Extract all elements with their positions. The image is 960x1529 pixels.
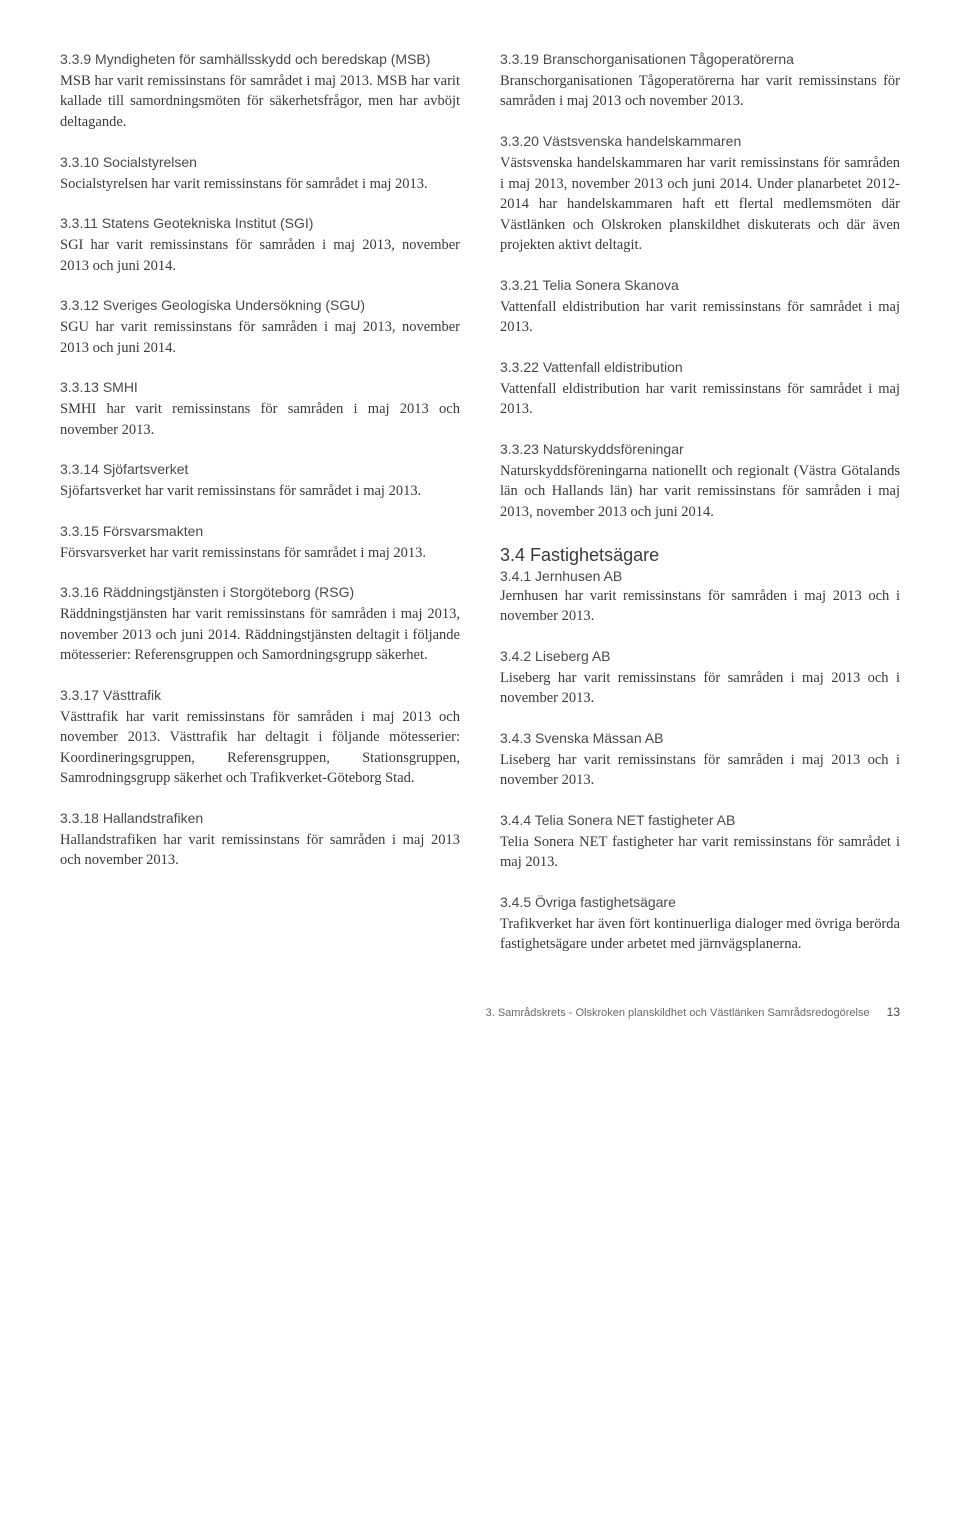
page-number: 13 bbox=[887, 1005, 900, 1019]
body-3-3-11: SGI har varit remissinstans för samråden… bbox=[60, 235, 460, 276]
heading-3-4: 3.4 Fastighetsägare bbox=[500, 545, 900, 566]
heading-3-3-21: 3.3.21 Telia Sonera Skanova bbox=[500, 276, 900, 295]
body-3-3-20: Västsvenska handelskammaren har varit re… bbox=[500, 153, 900, 256]
heading-3-3-14: 3.3.14 Sjöfartsverket bbox=[60, 460, 460, 479]
body-3-3-12: SGU har varit remissinstans för samråden… bbox=[60, 317, 460, 358]
right-column: 3.3.19 Branschorganisationen Tågoperatör… bbox=[500, 50, 900, 955]
heading-3-3-19: 3.3.19 Branschorganisationen Tågoperatör… bbox=[500, 50, 900, 69]
heading-3-4-3: 3.4.3 Svenska Mässan AB bbox=[500, 729, 900, 748]
footer-text: 3. Samrådskrets - Olskroken planskildhet… bbox=[486, 1007, 870, 1019]
heading-3-3-13: 3.3.13 SMHI bbox=[60, 378, 460, 397]
heading-3-3-20: 3.3.20 Västsvenska handelskammaren bbox=[500, 132, 900, 151]
heading-3-3-18: 3.3.18 Hallandstrafiken bbox=[60, 809, 460, 828]
body-3-4-4: Telia Sonera NET fastigheter har varit r… bbox=[500, 832, 900, 873]
body-3-3-13: SMHI har varit remissinstans för samråde… bbox=[60, 399, 460, 440]
body-3-3-15: Försvarsverket har varit remissinstans f… bbox=[60, 543, 460, 564]
heading-3-3-9: 3.3.9 Myndigheten för samhällsskydd och … bbox=[60, 50, 460, 69]
heading-3-4-4: 3.4.4 Telia Sonera NET fastigheter AB bbox=[500, 811, 900, 830]
body-3-3-10: Socialstyrelsen har varit remissinstans … bbox=[60, 174, 460, 195]
heading-3-4-2: 3.4.2 Liseberg AB bbox=[500, 647, 900, 666]
body-3-3-9: MSB har varit remissinstans för samrådet… bbox=[60, 71, 460, 133]
heading-3-4-5: 3.4.5 Övriga fastighetsägare bbox=[500, 893, 900, 912]
body-3-3-22: Vattenfall eldistribution har varit remi… bbox=[500, 379, 900, 420]
heading-3-3-12: 3.3.12 Sveriges Geologiska Undersökning … bbox=[60, 296, 460, 315]
body-3-3-18: Hallandstrafiken har varit remissinstans… bbox=[60, 830, 460, 871]
heading-3-3-10: 3.3.10 Socialstyrelsen bbox=[60, 153, 460, 172]
body-3-4-2: Liseberg har varit remissinstans för sam… bbox=[500, 668, 900, 709]
heading-3-3-15: 3.3.15 Försvarsmakten bbox=[60, 522, 460, 541]
body-3-3-21: Vattenfall eldistribution har varit remi… bbox=[500, 297, 900, 338]
heading-3-3-16: 3.3.16 Räddningstjänsten i Storgöteborg … bbox=[60, 583, 460, 602]
left-column: 3.3.9 Myndigheten för samhällsskydd och … bbox=[60, 50, 460, 955]
page-footer: 3. Samrådskrets - Olskroken planskildhet… bbox=[60, 1005, 900, 1019]
body-3-4-3: Liseberg har varit remissinstans för sam… bbox=[500, 750, 900, 791]
two-column-layout: 3.3.9 Myndigheten för samhällsskydd och … bbox=[60, 50, 900, 955]
body-3-3-17: Västtrafik har varit remissinstans för s… bbox=[60, 707, 460, 789]
body-3-3-14: Sjöfartsverket har varit remissinstans f… bbox=[60, 481, 460, 502]
heading-3-4-1: 3.4.1 Jernhusen AB bbox=[500, 568, 900, 584]
body-3-3-16: Räddningstjänsten har varit remissinstan… bbox=[60, 604, 460, 666]
body-3-4-5: Trafikverket har även fört kontinuerliga… bbox=[500, 914, 900, 955]
heading-3-3-22: 3.3.22 Vattenfall eldistribution bbox=[500, 358, 900, 377]
body-3-4-1: Jernhusen har varit remissinstans för sa… bbox=[500, 586, 900, 627]
heading-3-3-23: 3.3.23 Naturskyddsföreningar bbox=[500, 440, 900, 459]
heading-3-3-17: 3.3.17 Västtrafik bbox=[60, 686, 460, 705]
body-3-3-19: Branschorganisationen Tågoperatörerna ha… bbox=[500, 71, 900, 112]
body-3-3-23: Naturskyddsföreningarna nationellt och r… bbox=[500, 461, 900, 523]
heading-3-3-11: 3.3.11 Statens Geotekniska Institut (SGI… bbox=[60, 214, 460, 233]
